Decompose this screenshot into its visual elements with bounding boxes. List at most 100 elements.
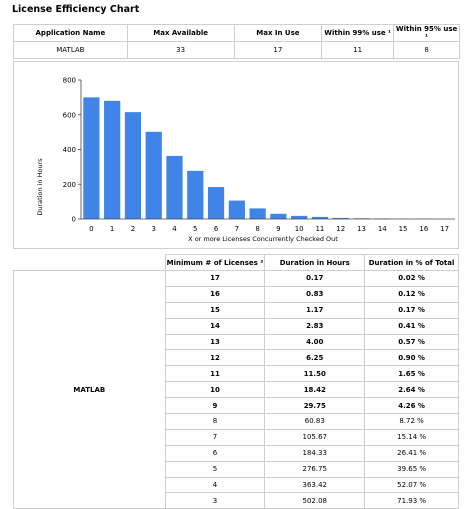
bar xyxy=(208,187,224,219)
header-within-95: Within 95% use ¹ xyxy=(394,25,460,42)
cell-min: 10 xyxy=(165,382,265,398)
header-application-name: Application Name xyxy=(14,25,128,42)
cell-min: 11 xyxy=(165,366,265,382)
x-tick-label: 4 xyxy=(172,225,177,233)
cell-min: 8 xyxy=(165,414,265,430)
header-duration-hours: Duration in Hours xyxy=(265,255,365,271)
details-header-row: Minimum # of Licenses ² Duration in Hour… xyxy=(14,255,459,271)
x-tick-label: 16 xyxy=(419,225,428,233)
bar xyxy=(270,214,286,219)
summary-header-row: Application Name Max Available Max In Us… xyxy=(14,25,460,42)
cell-pct: 39.65 % xyxy=(365,461,459,477)
cell-min: 16 xyxy=(165,286,265,302)
cell-min: 15 xyxy=(165,302,265,318)
bar xyxy=(146,132,162,219)
cell-hours: 18.42 xyxy=(265,382,365,398)
y-axis-label: Duration in Hours xyxy=(36,158,44,216)
bar xyxy=(125,112,141,219)
x-axis-label: X or more Licenses Concurrently Checked … xyxy=(188,235,338,243)
cell-pct: 0.90 % xyxy=(365,350,459,366)
cell-min: 12 xyxy=(165,350,265,366)
y-axis: 0 200 400 600 800 xyxy=(63,77,81,224)
cell-pct: 52.07 % xyxy=(365,477,459,493)
cell-min: 4 xyxy=(165,477,265,493)
bar xyxy=(104,101,120,219)
cell-hours: 2.83 xyxy=(265,318,365,334)
x-tick-label: 14 xyxy=(378,225,387,233)
y-tick-label: 800 xyxy=(63,77,76,85)
header-max-available: Max Available xyxy=(127,25,234,42)
x-tick-label: 1 xyxy=(110,225,114,233)
cell-max-in-use: 17 xyxy=(234,42,322,59)
cell-pct: 71.93 % xyxy=(365,493,459,509)
x-tick-label: 15 xyxy=(399,225,408,233)
cell-pct: 0.02 % xyxy=(365,271,459,287)
x-tick-label: 2 xyxy=(131,225,135,233)
cell-hours: 1.17 xyxy=(265,302,365,318)
page-title: License Efficiency Chart xyxy=(12,4,139,15)
cell-pct: 0.12 % xyxy=(365,286,459,302)
cell-application-name: MATLAB xyxy=(14,42,128,59)
details-header-spacer xyxy=(14,255,166,271)
summary-table: Application Name Max Available Max In Us… xyxy=(13,24,460,59)
x-tick-label: 7 xyxy=(235,225,239,233)
cell-hours: 184.33 xyxy=(265,445,365,461)
cell-hours: 29.75 xyxy=(265,398,365,414)
cell-min: 5 xyxy=(165,461,265,477)
y-tick-label: 400 xyxy=(63,146,76,154)
bar xyxy=(250,208,266,219)
cell-pct: 8.72 % xyxy=(365,414,459,430)
cell-pct: 0.17 % xyxy=(365,302,459,318)
cell-min: 7 xyxy=(165,429,265,445)
bar xyxy=(83,97,99,219)
header-duration-pct: Duration in % of Total xyxy=(365,255,459,271)
cell-min: 6 xyxy=(165,445,265,461)
x-tick-label: 8 xyxy=(255,225,259,233)
cell-pct: 0.57 % xyxy=(365,334,459,350)
y-tick-label: 200 xyxy=(63,181,76,189)
bar xyxy=(291,216,307,219)
header-max-in-use: Max In Use xyxy=(234,25,322,42)
cell-max-available: 33 xyxy=(127,42,234,59)
header-min-licenses: Minimum # of Licenses ² xyxy=(165,255,265,271)
cell-within-99: 11 xyxy=(322,42,394,59)
cell-pct: 4.26 % xyxy=(365,398,459,414)
x-tick-label: 12 xyxy=(336,225,345,233)
cell-hours: 4.00 xyxy=(265,334,365,350)
summary-row: MATLAB 33 17 11 8 xyxy=(14,42,460,59)
cell-pct: 0.41 % xyxy=(365,318,459,334)
cell-min: 13 xyxy=(165,334,265,350)
cell-pct: 15.14 % xyxy=(365,429,459,445)
bars-group xyxy=(83,97,432,219)
cell-min: 3 xyxy=(165,493,265,509)
header-within-99: Within 99% use ¹ xyxy=(322,25,394,42)
bar xyxy=(229,201,245,219)
cell-hours: 6.25 xyxy=(265,350,365,366)
x-tick-label: 5 xyxy=(193,225,197,233)
x-tick-label: 13 xyxy=(357,225,366,233)
cell-hours: 502.08 xyxy=(265,493,365,509)
cell-pct: 26.41 % xyxy=(365,445,459,461)
x-tick-label: 17 xyxy=(440,225,449,233)
details-table: Minimum # of Licenses ² Duration in Hour… xyxy=(13,254,459,509)
cell-hours: 0.83 xyxy=(265,286,365,302)
y-tick-label: 600 xyxy=(63,111,76,119)
x-tick-label: 10 xyxy=(295,225,304,233)
cell-min: 14 xyxy=(165,318,265,334)
cell-pct: 2.64 % xyxy=(365,382,459,398)
y-tick-label: 0 xyxy=(72,216,76,224)
x-tick-label: 0 xyxy=(89,225,93,233)
cell-within-95: 8 xyxy=(394,42,460,59)
x-tick-label: 6 xyxy=(214,225,219,233)
cell-hours: 363.42 xyxy=(265,477,365,493)
bar xyxy=(187,171,203,219)
cell-hours: 11.50 xyxy=(265,366,365,382)
cell-hours: 0.17 xyxy=(265,271,365,287)
cell-hours: 60.83 xyxy=(265,414,365,430)
cell-pct: 1.65 % xyxy=(365,366,459,382)
cell-hours: 276.75 xyxy=(265,461,365,477)
x-tick-label: 3 xyxy=(151,225,155,233)
